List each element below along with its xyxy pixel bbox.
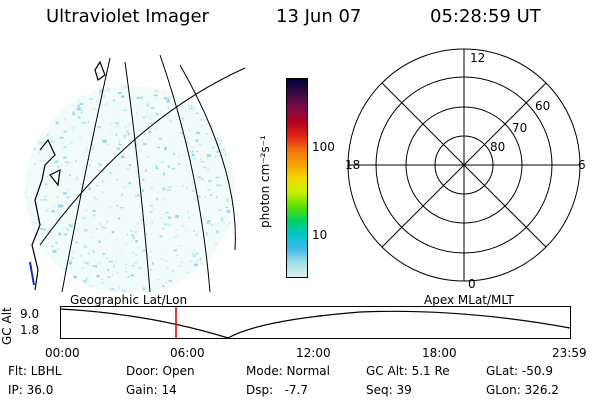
- geographic-image: [25, 54, 246, 292]
- xtick-1200: 12:00: [296, 346, 331, 360]
- color-scale-bar: [286, 78, 308, 278]
- mlat-label-80: 80: [490, 140, 505, 154]
- door-info: Door: Open: [126, 364, 195, 378]
- mlat-label-70: 70: [512, 121, 527, 135]
- glat-info: GLat: -50.9: [486, 364, 553, 378]
- colorbar-unit-label: photon cm⁻²s⁻¹: [258, 135, 272, 228]
- colorbar-tick-10: 10: [312, 228, 328, 242]
- altitude-timeline: [60, 306, 571, 339]
- coastline: [31, 60, 106, 291]
- ip-info: IP: 36.0: [8, 383, 54, 397]
- altitude-curve: [60, 308, 571, 339]
- mlt-label-0: 0: [468, 277, 476, 291]
- mlat-label-60: 60: [535, 99, 550, 113]
- geographic-grid: [39, 54, 246, 292]
- timeline-ylabel: GC Alt: [0, 307, 14, 345]
- mlt-label-18: 18: [345, 158, 360, 172]
- gain-info: Gain: 14: [126, 383, 177, 397]
- xtick-1800: 18:00: [422, 346, 457, 360]
- time-label: 05:28:59 UT: [430, 6, 541, 27]
- timeline-right-caption: Apex MLat/MLT: [424, 293, 514, 307]
- glon-info: GLon: 326.2: [486, 383, 559, 397]
- date-label: 13 Jun 07: [276, 6, 362, 27]
- mlt-label-12: 12: [470, 51, 485, 65]
- seq-info: Seq: 39: [366, 383, 412, 397]
- xtick-0600: 06:00: [170, 346, 205, 360]
- xtick-0000: 00:00: [45, 346, 80, 360]
- timeline-left-caption: Geographic Lat/Lon: [70, 293, 188, 307]
- colorbar-tick-100: 100: [312, 140, 335, 154]
- xtick-2359: 23:59: [552, 346, 587, 360]
- mlt-label-6: 6: [578, 158, 586, 172]
- gc-alt-info: GC Alt: 5.1 Re: [366, 364, 450, 378]
- coast-highlight: [29, 261, 35, 286]
- filter-info: Flt: LBHL: [8, 364, 62, 378]
- imager-title: Ultraviolet Imager: [46, 6, 209, 27]
- mode-info: Mode: Normal: [246, 364, 330, 378]
- timeline-ytick-high: 9.0: [20, 307, 40, 321]
- polar-mlt-plot: 12 18 6 0 60 70 80: [345, 48, 586, 291]
- dsp-info: Dsp: -7.7: [246, 383, 309, 397]
- timeline-ytick-low: 1.8: [20, 323, 40, 337]
